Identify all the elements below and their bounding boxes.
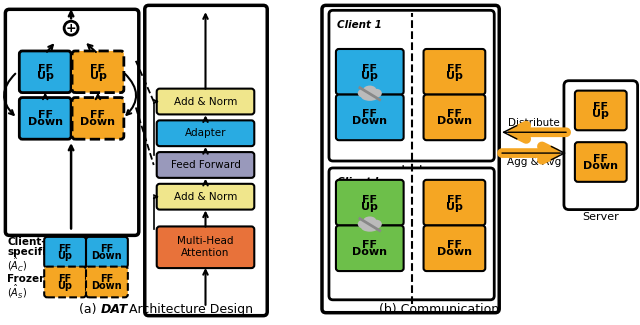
- Ellipse shape: [358, 89, 369, 98]
- Text: Client-: Client-: [8, 237, 46, 247]
- Text: Up: Up: [446, 202, 463, 212]
- FancyBboxPatch shape: [424, 49, 485, 95]
- Text: FF: FF: [447, 195, 462, 205]
- Ellipse shape: [361, 92, 378, 101]
- Text: FF: FF: [362, 240, 378, 250]
- Text: Down: Down: [92, 251, 122, 261]
- FancyBboxPatch shape: [329, 168, 494, 300]
- Text: DAT: DAT: [101, 303, 128, 316]
- FancyBboxPatch shape: [44, 237, 86, 267]
- Text: FF: FF: [447, 240, 462, 250]
- Ellipse shape: [361, 223, 378, 232]
- Text: FF: FF: [90, 111, 106, 120]
- FancyBboxPatch shape: [157, 89, 254, 114]
- Text: Down: Down: [437, 247, 472, 257]
- Text: Up: Up: [58, 281, 72, 291]
- FancyBboxPatch shape: [19, 98, 71, 139]
- Text: Down: Down: [92, 281, 122, 291]
- FancyBboxPatch shape: [336, 180, 404, 226]
- FancyBboxPatch shape: [157, 227, 254, 268]
- Text: Adapter: Adapter: [185, 128, 227, 138]
- Text: Up: Up: [58, 251, 72, 261]
- Text: FF: FF: [90, 64, 106, 74]
- FancyBboxPatch shape: [5, 9, 139, 235]
- Text: Add & Norm: Add & Norm: [174, 97, 237, 107]
- FancyBboxPatch shape: [72, 98, 124, 139]
- Text: Distribute: Distribute: [508, 118, 560, 128]
- FancyBboxPatch shape: [157, 184, 254, 210]
- Text: $(\hat{A}_C)$: $(\hat{A}_C)$: [8, 255, 28, 273]
- Ellipse shape: [364, 216, 376, 225]
- Text: FF: FF: [362, 64, 378, 74]
- Text: Client k: Client k: [337, 177, 381, 187]
- Text: +: +: [66, 22, 76, 35]
- Text: Server: Server: [582, 212, 619, 222]
- FancyBboxPatch shape: [19, 51, 71, 93]
- FancyBboxPatch shape: [336, 226, 404, 271]
- Text: FF: FF: [58, 274, 72, 284]
- Ellipse shape: [371, 220, 382, 228]
- Text: · · ·: · · ·: [401, 160, 422, 174]
- Text: Down: Down: [28, 117, 63, 127]
- Text: FF: FF: [362, 195, 378, 205]
- Text: Architecture Design: Architecture Design: [125, 303, 253, 316]
- Text: FF: FF: [58, 244, 72, 254]
- Text: (b) Communication: (b) Communication: [380, 303, 500, 316]
- Text: FF: FF: [100, 274, 113, 284]
- Text: Up: Up: [446, 71, 463, 81]
- Text: FF: FF: [38, 111, 52, 120]
- FancyBboxPatch shape: [424, 180, 485, 226]
- Text: FF: FF: [447, 64, 462, 74]
- FancyBboxPatch shape: [575, 142, 627, 182]
- FancyBboxPatch shape: [336, 95, 404, 140]
- FancyBboxPatch shape: [329, 10, 494, 161]
- Text: $(\hat{A}_S)$: $(\hat{A}_S)$: [8, 282, 28, 300]
- Text: (a): (a): [79, 303, 101, 316]
- Text: FF: FF: [100, 244, 113, 254]
- FancyBboxPatch shape: [145, 5, 268, 316]
- Text: Up: Up: [36, 71, 54, 81]
- FancyBboxPatch shape: [322, 5, 499, 313]
- Ellipse shape: [358, 220, 369, 228]
- Ellipse shape: [371, 89, 382, 98]
- Text: Down: Down: [81, 117, 115, 127]
- Text: Feed Forward: Feed Forward: [171, 160, 241, 170]
- FancyBboxPatch shape: [157, 152, 254, 178]
- Text: Up: Up: [90, 71, 106, 81]
- FancyBboxPatch shape: [575, 91, 627, 130]
- Text: Up: Up: [362, 71, 378, 81]
- FancyBboxPatch shape: [336, 49, 404, 95]
- Text: Up: Up: [362, 202, 378, 212]
- Text: FF: FF: [593, 154, 608, 164]
- Text: Down: Down: [352, 116, 387, 126]
- FancyBboxPatch shape: [44, 266, 86, 297]
- Text: Up: Up: [593, 110, 609, 119]
- Text: Down: Down: [437, 116, 472, 126]
- Text: FF: FF: [362, 110, 378, 119]
- Text: specific: specific: [8, 247, 52, 257]
- FancyBboxPatch shape: [564, 81, 637, 210]
- Ellipse shape: [364, 85, 376, 94]
- Text: FF: FF: [447, 110, 462, 119]
- FancyBboxPatch shape: [86, 237, 128, 267]
- Text: Add & Norm: Add & Norm: [174, 192, 237, 202]
- FancyBboxPatch shape: [424, 226, 485, 271]
- Circle shape: [64, 21, 78, 35]
- Text: FF: FF: [38, 64, 52, 74]
- FancyBboxPatch shape: [157, 120, 254, 146]
- Text: FF: FF: [593, 102, 608, 112]
- FancyBboxPatch shape: [86, 266, 128, 297]
- Text: Down: Down: [583, 161, 618, 171]
- Text: Multi-Head
Attention: Multi-Head Attention: [177, 237, 234, 258]
- FancyBboxPatch shape: [72, 51, 124, 93]
- Text: Frozen: Frozen: [8, 274, 47, 284]
- Text: Agg & Avg: Agg & Avg: [507, 157, 561, 167]
- FancyBboxPatch shape: [424, 95, 485, 140]
- Text: Down: Down: [352, 247, 387, 257]
- Text: Client 1: Client 1: [337, 20, 382, 30]
